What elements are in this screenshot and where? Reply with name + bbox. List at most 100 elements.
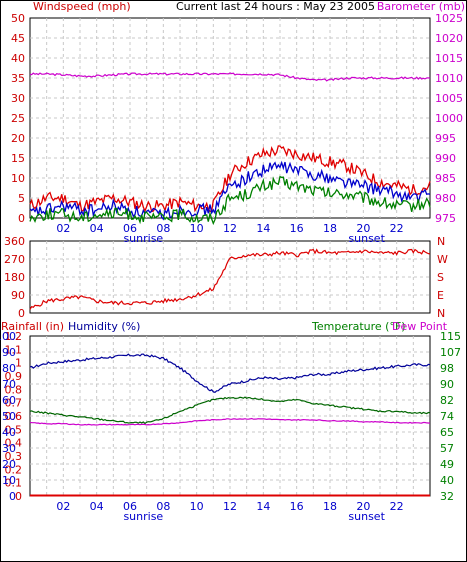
rainfall-y-tick: 0.9 — [5, 370, 23, 383]
x-tick-label: 22 — [390, 500, 404, 513]
barometer-y-tick: 1010 — [435, 72, 463, 85]
humidity-y-tick: 0 — [9, 490, 16, 503]
wind-y-tick: 35 — [11, 72, 25, 85]
x-tick-label: 14 — [256, 222, 270, 235]
temperature-y-tick: 74 — [440, 410, 454, 423]
x-tick-label: 02 — [56, 500, 70, 513]
rainfall-y-tick: 0 — [15, 490, 22, 503]
humidity-y-tick: 40 — [2, 426, 16, 439]
x-tick-label: 04 — [90, 222, 104, 235]
rainfall-axis-label: Rainfall (in) — [1, 320, 64, 333]
wind-y-tick: 20 — [11, 132, 25, 145]
rainfall-y-tick: 1.2 — [5, 330, 23, 343]
x-tick-label: 22 — [390, 222, 404, 235]
sunset-label: sunset — [348, 510, 385, 523]
temperature-y-tick: 90 — [440, 378, 454, 391]
humidity-y-tick: 30 — [2, 442, 16, 455]
barometer-y-tick: 1025 — [435, 12, 463, 25]
axis-tick-labels: 5045403530252015105010251020101510101005… — [0, 12, 463, 523]
barometer-y-tick: 975 — [435, 212, 456, 225]
data-series — [29, 72, 431, 497]
barometer-y-tick: 990 — [435, 152, 456, 165]
x-tick-label: 02 — [56, 222, 70, 235]
temperature-y-tick: 115 — [440, 330, 461, 343]
compass-tick: W — [437, 253, 448, 266]
temperature-axis-label: Temperature (°F) — [311, 320, 406, 333]
temperature-y-tick: 40 — [440, 474, 454, 487]
humidity-y-tick: 20 — [2, 458, 16, 471]
humidity-y-tick: 90 — [2, 346, 16, 359]
barometer-y-tick: 1005 — [435, 92, 463, 105]
rainfall-y-tick: 0.2 — [5, 463, 23, 476]
wind-avg-line — [29, 160, 431, 221]
temperature-y-tick: 32 — [440, 490, 454, 503]
humidity-y-tick: 50 — [2, 410, 16, 423]
x-tick-label: 16 — [290, 500, 304, 513]
rainfall-y-tick: 0.5 — [5, 423, 23, 436]
temperature-y-tick: 57 — [440, 442, 454, 455]
x-tick-label: 20 — [356, 500, 370, 513]
compass-tick: N — [437, 235, 445, 248]
barometer-y-tick: 985 — [435, 172, 456, 185]
wind-y-tick: 40 — [11, 52, 25, 65]
dewpoint-axis-label: Dew Point — [392, 320, 448, 333]
temperature-y-tick: 49 — [440, 458, 454, 471]
rainfall-y-tick: 0.8 — [5, 383, 23, 396]
barometer-y-tick: 1015 — [435, 52, 463, 65]
wind-y-tick: 10 — [11, 172, 25, 185]
x-tick-label: 04 — [90, 500, 104, 513]
rainfall-y-tick: 0.7 — [5, 397, 23, 410]
barometer-line — [29, 72, 431, 82]
humidity-axis-label: Humidity (%) — [68, 320, 140, 333]
temperature-y-tick: 65 — [440, 426, 454, 439]
wind-y-tick: 50 — [11, 12, 25, 25]
barometer-y-tick: 980 — [435, 192, 456, 205]
direction-line — [29, 248, 431, 310]
rainfall-y-tick: 1 — [15, 357, 22, 370]
rainfall-y-tick: 0.3 — [5, 450, 23, 463]
wind-y-tick: 5 — [18, 192, 25, 205]
rainfall-y-tick: 0.4 — [5, 437, 23, 450]
direction-y-tick: 0 — [18, 307, 25, 320]
x-tick-label: 08 — [156, 500, 170, 513]
x-tick-label: 16 — [290, 222, 304, 235]
rainfall-y-tick: 0.1 — [5, 477, 23, 490]
rainfall-y-tick: 0.6 — [5, 410, 23, 423]
dewpoint-line — [29, 417, 431, 426]
windspeed-axis-label: Windspeed (mph) — [33, 0, 131, 13]
x-tick-label: 06 — [123, 500, 137, 513]
wind-y-tick: 45 — [11, 32, 25, 45]
wind-y-tick: 0 — [18, 212, 25, 225]
wind-y-tick: 25 — [11, 112, 25, 125]
temperature-line — [29, 396, 431, 425]
barometer-y-tick: 1020 — [435, 32, 463, 45]
wind-low-line — [29, 175, 431, 226]
x-tick-label: 06 — [123, 222, 137, 235]
x-tick-label: 20 — [356, 222, 370, 235]
sunrise-label: sunrise — [123, 510, 163, 523]
wind-y-tick: 15 — [11, 152, 25, 165]
x-tick-label: 12 — [223, 500, 237, 513]
rainfall-y-tick: 1.1 — [5, 343, 23, 356]
humidity-line — [29, 353, 431, 393]
humidity-y-tick: 100 — [0, 330, 16, 343]
temperature-y-tick: 98 — [440, 362, 454, 375]
sunrise-label: sunrise — [123, 232, 163, 245]
compass-tick: E — [437, 289, 444, 302]
humidity-y-tick: 80 — [2, 362, 16, 375]
temperature-y-tick: 82 — [440, 394, 454, 407]
temperature-y-tick: 107 — [440, 346, 461, 359]
direction-y-tick: 90 — [11, 289, 25, 302]
x-tick-label: 12 — [223, 222, 237, 235]
chart-title: Current last 24 hours : May 23 2005 — [176, 0, 375, 13]
x-tick-label: 10 — [190, 500, 204, 513]
humidity-y-tick: 10 — [2, 474, 16, 487]
humidity-y-tick: 60 — [2, 394, 16, 407]
humidity-y-tick: 70 — [2, 378, 16, 391]
sunset-label: sunset — [348, 232, 385, 245]
compass-tick: S — [437, 271, 444, 284]
direction-y-tick: 270 — [4, 253, 25, 266]
x-tick-label: 14 — [256, 500, 270, 513]
x-tick-label: 18 — [323, 500, 337, 513]
